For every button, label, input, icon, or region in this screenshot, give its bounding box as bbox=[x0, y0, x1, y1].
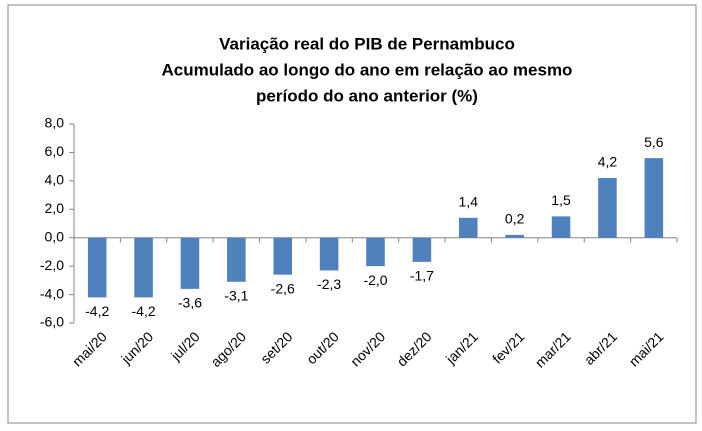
value-label: -4,2 bbox=[132, 303, 156, 319]
y-tick-label: -4,0 bbox=[40, 285, 64, 301]
bar bbox=[227, 237, 246, 282]
bar bbox=[598, 178, 617, 238]
bar bbox=[180, 237, 200, 289]
chart-title: Acumulado ao longo do ano em relação ao … bbox=[162, 60, 573, 79]
value-label: 5,6 bbox=[644, 134, 664, 150]
value-label: -2,3 bbox=[317, 276, 341, 292]
y-tick-label: 4,0 bbox=[45, 172, 65, 188]
bar bbox=[134, 237, 153, 298]
bar bbox=[319, 237, 339, 271]
bar bbox=[412, 237, 432, 262]
value-label: 4,2 bbox=[598, 154, 618, 170]
bar bbox=[273, 237, 293, 275]
value-label: -2,6 bbox=[271, 280, 295, 296]
value-label: -1,7 bbox=[410, 268, 434, 284]
value-label: -4,2 bbox=[85, 303, 109, 319]
bar bbox=[87, 237, 107, 298]
bar bbox=[551, 216, 571, 238]
y-tick-label: 8,0 bbox=[45, 115, 65, 131]
bar bbox=[505, 234, 524, 238]
chart-border bbox=[7, 4, 697, 424]
bar bbox=[366, 237, 385, 267]
y-tick-label: 2,0 bbox=[45, 200, 65, 216]
value-label: -3,6 bbox=[178, 295, 202, 311]
y-tick-label: -2,0 bbox=[40, 257, 64, 273]
bar bbox=[644, 158, 664, 238]
bar bbox=[458, 217, 478, 238]
chart-title: período do ano anterior (%) bbox=[256, 86, 478, 105]
y-tick-label: 6,0 bbox=[45, 143, 65, 159]
value-label: 1,5 bbox=[551, 192, 571, 208]
chart-title: Variação real do PIB de Pernambuco bbox=[219, 34, 515, 53]
value-label: 0,2 bbox=[505, 211, 525, 227]
y-tick-label: -6,0 bbox=[40, 314, 64, 330]
value-label: -2,0 bbox=[363, 272, 387, 288]
value-label: -3,1 bbox=[224, 287, 248, 303]
value-label: 1,4 bbox=[459, 194, 479, 210]
y-tick-label: 0,0 bbox=[45, 228, 65, 244]
